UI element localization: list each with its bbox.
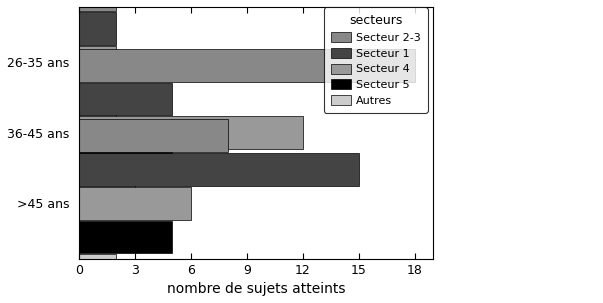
- Bar: [79, 150, 172, 183]
- Bar: [79, 187, 191, 220]
- Bar: [79, 153, 359, 186]
- Bar: [79, 83, 172, 115]
- Bar: [79, 113, 116, 146]
- Bar: [79, 0, 116, 11]
- Bar: [79, 116, 303, 149]
- Bar: [79, 221, 172, 253]
- Legend: Secteur 2-3, Secteur 1, Secteur 4, Secteur 5, Autres: Secteur 2-3, Secteur 1, Secteur 4, Secte…: [324, 8, 428, 113]
- X-axis label: nombre de sujets atteints: nombre de sujets atteints: [167, 282, 346, 296]
- Bar: [79, 49, 415, 82]
- Bar: [79, 254, 116, 287]
- Bar: [79, 12, 116, 45]
- Bar: [79, 119, 228, 152]
- Bar: [79, 184, 135, 217]
- Bar: [79, 46, 116, 79]
